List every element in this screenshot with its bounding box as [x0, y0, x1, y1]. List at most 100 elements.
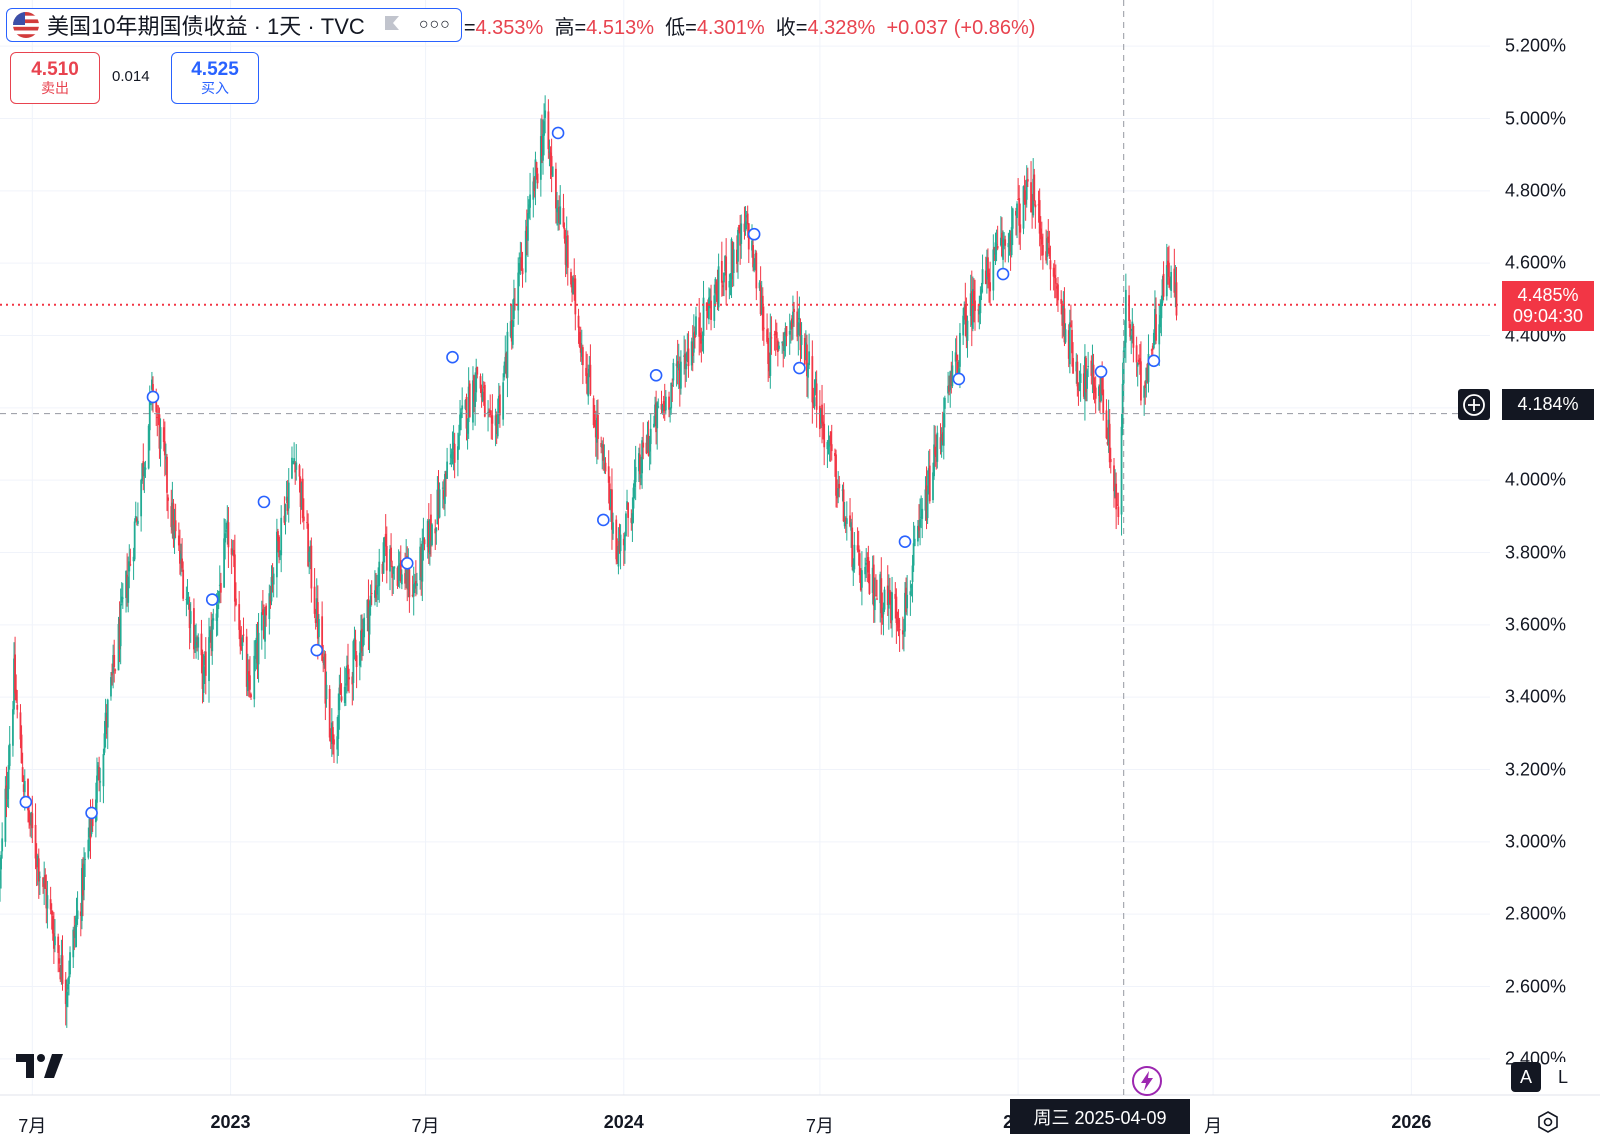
candle — [360, 614, 362, 668]
candle — [989, 261, 992, 306]
candle — [336, 716, 339, 764]
candle — [963, 301, 966, 325]
candle — [939, 423, 942, 455]
candle — [185, 586, 188, 617]
candle — [812, 387, 815, 409]
auto-scale-button[interactable]: A — [1511, 1062, 1541, 1092]
lightning-bolt-icon[interactable] — [1131, 1065, 1163, 1102]
candle — [829, 431, 832, 462]
chart-legend: 美国10年期国债收益 · 1天 · TVC ○○○ =4.353% 高=4.51… — [6, 8, 1035, 42]
plus-circle-icon[interactable] — [1458, 389, 1490, 420]
candle — [1085, 355, 1087, 402]
candle — [479, 373, 482, 394]
candle — [814, 371, 817, 396]
candle — [955, 335, 958, 381]
candle — [872, 555, 875, 623]
event-marker — [597, 513, 610, 527]
candle — [581, 344, 584, 385]
candle — [50, 903, 53, 930]
log-scale-label: L — [1557, 1066, 1568, 1087]
candle — [1070, 304, 1072, 328]
candle — [894, 582, 897, 619]
candle — [358, 641, 361, 681]
candle — [796, 291, 799, 342]
candle — [1033, 168, 1036, 206]
candle — [1032, 158, 1035, 218]
candle — [669, 407, 672, 423]
candle — [396, 566, 399, 589]
candle — [286, 480, 289, 515]
candle — [685, 352, 688, 382]
candle — [302, 498, 305, 530]
candle — [710, 284, 712, 331]
candle — [1093, 377, 1096, 404]
candle — [645, 435, 648, 455]
candle — [1024, 180, 1027, 221]
more-options-icon[interactable]: ○○○ — [418, 16, 451, 33]
candle — [393, 566, 396, 580]
candle — [257, 613, 260, 683]
symbol-flag-icon[interactable] — [383, 14, 401, 37]
candle — [254, 639, 257, 672]
candle — [1109, 447, 1112, 474]
candle — [1049, 245, 1052, 291]
current-price-tag: 4.485% 09:04:30 — [1502, 281, 1594, 331]
candle — [223, 518, 225, 588]
candle — [770, 316, 773, 355]
event-marker — [19, 795, 33, 809]
candle — [911, 554, 914, 603]
candle — [21, 752, 24, 783]
candle — [219, 572, 222, 604]
candle — [776, 338, 779, 367]
candle — [713, 284, 716, 328]
candle — [489, 394, 492, 417]
candle — [201, 649, 204, 704]
candle — [1072, 342, 1074, 374]
candle — [125, 570, 127, 613]
log-scale-button[interactable]: L — [1548, 1062, 1578, 1092]
candle — [407, 548, 410, 598]
candle — [951, 350, 954, 389]
candle — [807, 362, 809, 399]
candle — [337, 693, 340, 756]
candle — [1116, 492, 1119, 507]
candle — [790, 315, 793, 341]
candle — [362, 618, 364, 657]
candle — [800, 322, 803, 359]
event-marker — [551, 126, 565, 140]
symbol-selector[interactable]: 美国10年期国债收益 · 1天 · TVC ○○○ — [6, 8, 462, 42]
candle — [873, 577, 876, 623]
candle — [589, 344, 592, 397]
event-marker — [747, 227, 761, 241]
candle — [1010, 206, 1013, 258]
candle — [494, 408, 497, 447]
candle — [353, 626, 356, 660]
candle — [640, 456, 642, 486]
candle — [1090, 355, 1093, 385]
candle — [275, 518, 278, 598]
buy-button[interactable]: 4.525 买入 — [171, 52, 259, 104]
candle — [307, 513, 310, 568]
event-marker — [400, 557, 414, 570]
tradingview-logo[interactable] — [16, 1054, 64, 1083]
candle — [767, 328, 770, 382]
candle — [1003, 232, 1006, 250]
candle — [578, 326, 581, 348]
candle — [935, 434, 938, 470]
candle — [671, 378, 674, 403]
candle — [661, 403, 664, 415]
candle — [61, 935, 64, 991]
candle — [1060, 290, 1063, 315]
candle — [1120, 413, 1123, 536]
candle — [16, 689, 19, 719]
candle — [354, 629, 357, 662]
y-tick-label: 3.600% — [1504, 614, 1566, 635]
candle — [84, 852, 87, 878]
candle — [330, 708, 333, 757]
candle — [978, 295, 981, 330]
candle — [126, 553, 129, 607]
candle — [445, 470, 447, 497]
settings-gear-icon[interactable] — [1536, 1110, 1560, 1139]
sell-button[interactable]: 4.510 卖出 — [10, 52, 100, 104]
